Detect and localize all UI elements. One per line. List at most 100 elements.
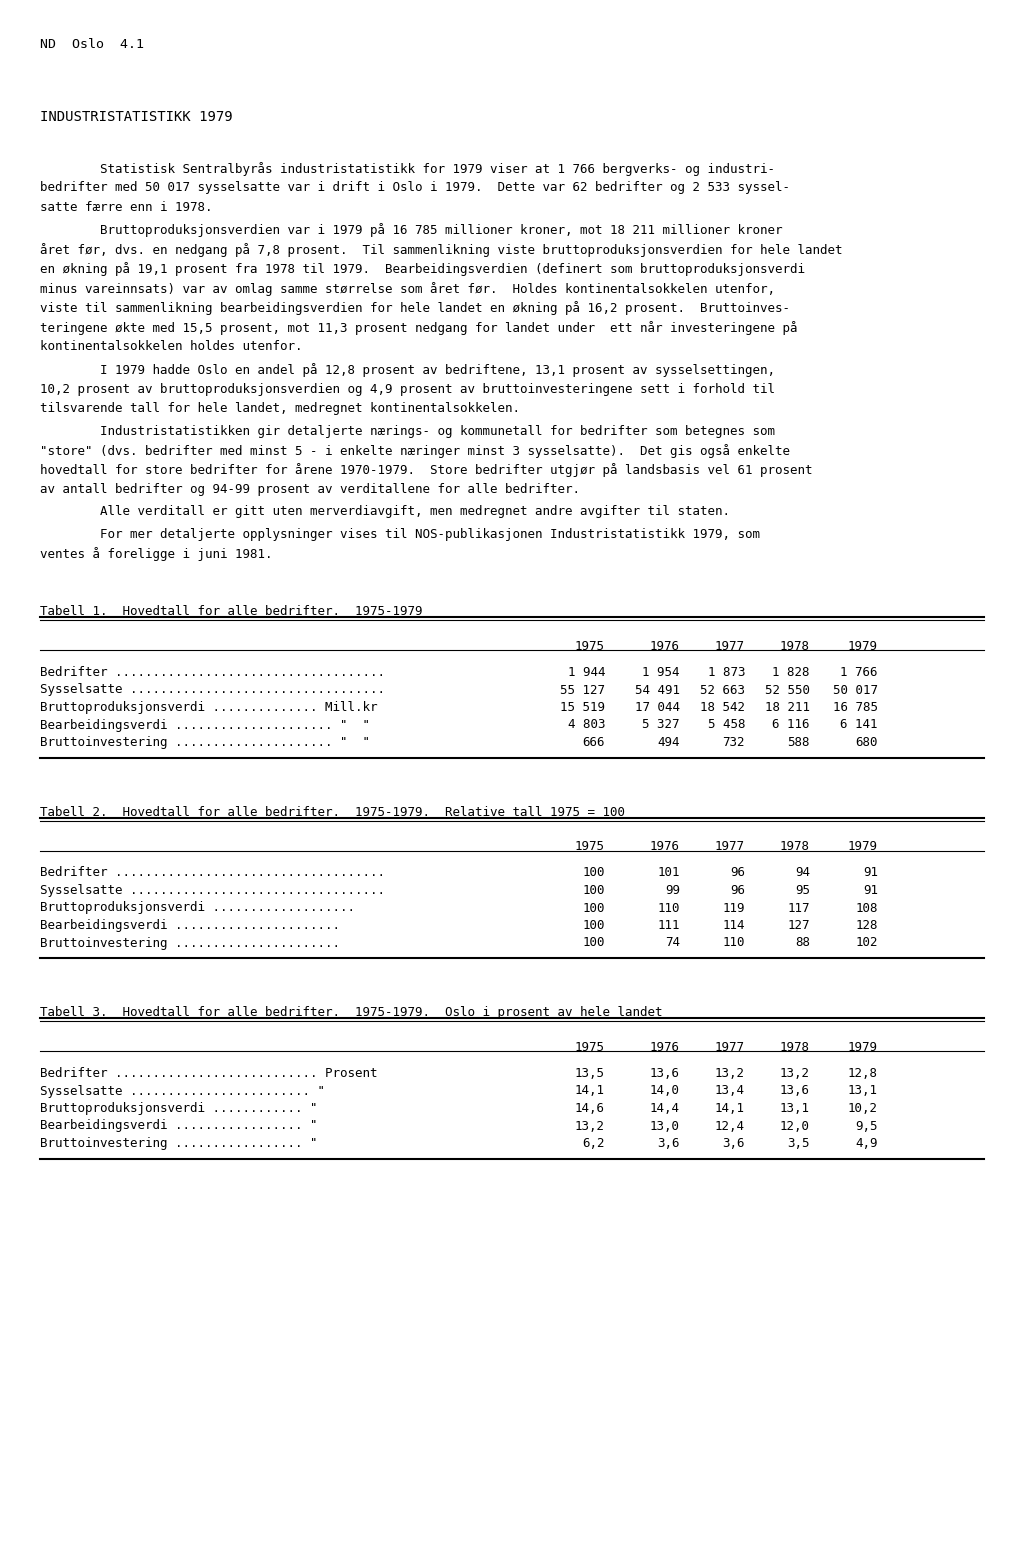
Text: 1 954: 1 954 bbox=[642, 667, 680, 679]
Text: 54 491: 54 491 bbox=[635, 684, 680, 696]
Text: ventes å foreligge i juni 1981.: ventes å foreligge i juni 1981. bbox=[40, 547, 272, 561]
Text: 1979: 1979 bbox=[848, 640, 878, 653]
Text: Alle verditall er gitt uten merverdiavgift, men medregnet andre avgifter til sta: Alle verditall er gitt uten merverdiavgi… bbox=[40, 505, 730, 519]
Text: 1978: 1978 bbox=[780, 640, 810, 653]
Text: Statistisk Sentralbyrås industristatistikk for 1979 viser at 1 766 bergverks- og: Statistisk Sentralbyrås industristatisti… bbox=[40, 162, 775, 176]
Text: 1979: 1979 bbox=[848, 1041, 878, 1054]
Text: bedrifter med 50 017 sysselsatte var i drift i Oslo i 1979.  Dette var 62 bedrif: bedrifter med 50 017 sysselsatte var i d… bbox=[40, 182, 790, 194]
Text: 52 663: 52 663 bbox=[700, 684, 745, 696]
Text: 100: 100 bbox=[583, 918, 605, 932]
Text: 1976: 1976 bbox=[650, 1041, 680, 1054]
Text: Bedrifter ....................................: Bedrifter ..............................… bbox=[40, 867, 385, 880]
Text: 1 828: 1 828 bbox=[772, 667, 810, 679]
Text: 1 944: 1 944 bbox=[567, 667, 605, 679]
Text: 1 873: 1 873 bbox=[708, 667, 745, 679]
Text: 12,0: 12,0 bbox=[780, 1119, 810, 1133]
Text: 494: 494 bbox=[657, 737, 680, 749]
Text: 110: 110 bbox=[657, 901, 680, 914]
Text: 99: 99 bbox=[665, 884, 680, 897]
Text: 13,5: 13,5 bbox=[575, 1068, 605, 1080]
Text: 18 542: 18 542 bbox=[700, 701, 745, 713]
Text: 666: 666 bbox=[583, 737, 605, 749]
Text: 15 519: 15 519 bbox=[560, 701, 605, 713]
Text: 732: 732 bbox=[723, 737, 745, 749]
Text: 1978: 1978 bbox=[780, 1041, 810, 1054]
Text: 91: 91 bbox=[863, 884, 878, 897]
Text: 128: 128 bbox=[855, 918, 878, 932]
Text: 6 141: 6 141 bbox=[841, 718, 878, 732]
Text: 1975: 1975 bbox=[575, 841, 605, 853]
Text: kontinentalsokkelen holdes utenfor.: kontinentalsokkelen holdes utenfor. bbox=[40, 340, 302, 353]
Text: 96: 96 bbox=[730, 867, 745, 880]
Text: Sysselsatte ..................................: Sysselsatte ............................… bbox=[40, 684, 385, 696]
Text: 4,9: 4,9 bbox=[855, 1138, 878, 1150]
Text: 10,2: 10,2 bbox=[848, 1102, 878, 1116]
Text: 588: 588 bbox=[787, 737, 810, 749]
Text: 117: 117 bbox=[787, 901, 810, 914]
Text: 119: 119 bbox=[723, 901, 745, 914]
Text: Bedrifter ....................................: Bedrifter ..............................… bbox=[40, 667, 385, 679]
Text: Sysselsatte ........................ ": Sysselsatte ........................ " bbox=[40, 1085, 325, 1097]
Text: 55 127: 55 127 bbox=[560, 684, 605, 696]
Text: 12,8: 12,8 bbox=[848, 1068, 878, 1080]
Text: 100: 100 bbox=[583, 884, 605, 897]
Text: viste til sammenlikning bearbeidingsverdien for hele landet en økning på 16,2 pr: viste til sammenlikning bearbeidingsverd… bbox=[40, 301, 790, 315]
Text: 14,4: 14,4 bbox=[650, 1102, 680, 1116]
Text: 3,5: 3,5 bbox=[787, 1138, 810, 1150]
Text: 96: 96 bbox=[730, 884, 745, 897]
Text: Bruttoproduksjonsverdien var i 1979 på 16 785 millioner kroner, mot 18 211 milli: Bruttoproduksjonsverdien var i 1979 på 1… bbox=[40, 224, 782, 238]
Text: 13,2: 13,2 bbox=[715, 1068, 745, 1080]
Text: Bearbeidingsverdi ................. ": Bearbeidingsverdi ................. " bbox=[40, 1119, 317, 1133]
Text: 13,6: 13,6 bbox=[780, 1085, 810, 1097]
Text: 108: 108 bbox=[855, 901, 878, 914]
Text: 13,1: 13,1 bbox=[780, 1102, 810, 1116]
Text: For mer detaljerte opplysninger vises til NOS-publikasjonen Industristatistikk 1: For mer detaljerte opplysninger vises ti… bbox=[40, 528, 760, 541]
Text: 1979: 1979 bbox=[848, 841, 878, 853]
Text: teringene økte med 15,5 prosent, mot 11,3 prosent nedgang for landet under  ett : teringene økte med 15,5 prosent, mot 11,… bbox=[40, 322, 798, 336]
Text: 74: 74 bbox=[665, 937, 680, 949]
Text: 10,2 prosent av bruttoproduksjonsverdien og 4,9 prosent av bruttoinvesteringene : 10,2 prosent av bruttoproduksjonsverdien… bbox=[40, 382, 775, 396]
Text: 14,0: 14,0 bbox=[650, 1085, 680, 1097]
Text: 91: 91 bbox=[863, 867, 878, 880]
Text: 4 803: 4 803 bbox=[567, 718, 605, 732]
Text: 14,1: 14,1 bbox=[715, 1102, 745, 1116]
Text: 1977: 1977 bbox=[715, 1041, 745, 1054]
Text: ND  Oslo  4.1: ND Oslo 4.1 bbox=[40, 37, 144, 51]
Text: I 1979 hadde Oslo en andel på 12,8 prosent av bedriftene, 13,1 prosent av syssel: I 1979 hadde Oslo en andel på 12,8 prose… bbox=[40, 364, 775, 378]
Text: 13,4: 13,4 bbox=[715, 1085, 745, 1097]
Text: 680: 680 bbox=[855, 737, 878, 749]
Text: Bruttoinvestering ......................: Bruttoinvestering ...................... bbox=[40, 937, 340, 949]
Text: 1 766: 1 766 bbox=[841, 667, 878, 679]
Text: Sysselsatte ..................................: Sysselsatte ............................… bbox=[40, 884, 385, 897]
Text: 1977: 1977 bbox=[715, 841, 745, 853]
Text: Industristatistikken gir detaljerte nærings- og kommunetall for bedrifter som be: Industristatistikken gir detaljerte næri… bbox=[40, 424, 775, 438]
Text: 1975: 1975 bbox=[575, 640, 605, 653]
Text: 101: 101 bbox=[657, 867, 680, 880]
Text: INDUSTRISTATISTIKK 1979: INDUSTRISTATISTIKK 1979 bbox=[40, 110, 232, 124]
Text: tilsvarende tall for hele landet, medregnet kontinentalsokkelen.: tilsvarende tall for hele landet, medreg… bbox=[40, 402, 520, 415]
Text: satte færre enn i 1978.: satte færre enn i 1978. bbox=[40, 200, 213, 214]
Text: 1976: 1976 bbox=[650, 640, 680, 653]
Text: 13,2: 13,2 bbox=[575, 1119, 605, 1133]
Text: 127: 127 bbox=[787, 918, 810, 932]
Text: 13,6: 13,6 bbox=[650, 1068, 680, 1080]
Text: Bruttoproduksjonsverdi ...................: Bruttoproduksjonsverdi .................… bbox=[40, 901, 355, 914]
Text: "store" (dvs. bedrifter med minst 5 - i enkelte næringer minst 3 sysselsatte).  : "store" (dvs. bedrifter med minst 5 - i … bbox=[40, 444, 790, 458]
Text: Tabell 1.  Hovedtall for alle bedrifter.  1975-1979: Tabell 1. Hovedtall for alle bedrifter. … bbox=[40, 605, 423, 618]
Text: 111: 111 bbox=[657, 918, 680, 932]
Text: 114: 114 bbox=[723, 918, 745, 932]
Text: 13,1: 13,1 bbox=[848, 1085, 878, 1097]
Text: 16 785: 16 785 bbox=[833, 701, 878, 713]
Text: 1978: 1978 bbox=[780, 841, 810, 853]
Text: 14,6: 14,6 bbox=[575, 1102, 605, 1116]
Text: 6 116: 6 116 bbox=[772, 718, 810, 732]
Text: 1975: 1975 bbox=[575, 1041, 605, 1054]
Text: av antall bedrifter og 94-99 prosent av verditallene for alle bedrifter.: av antall bedrifter og 94-99 prosent av … bbox=[40, 483, 580, 496]
Text: Bruttoproduksjonsverdi ............ ": Bruttoproduksjonsverdi ............ " bbox=[40, 1102, 317, 1116]
Text: 100: 100 bbox=[583, 867, 605, 880]
Text: 14,1: 14,1 bbox=[575, 1085, 605, 1097]
Text: 52 550: 52 550 bbox=[765, 684, 810, 696]
Text: 6,2: 6,2 bbox=[583, 1138, 605, 1150]
Text: 17 044: 17 044 bbox=[635, 701, 680, 713]
Text: 88: 88 bbox=[795, 937, 810, 949]
